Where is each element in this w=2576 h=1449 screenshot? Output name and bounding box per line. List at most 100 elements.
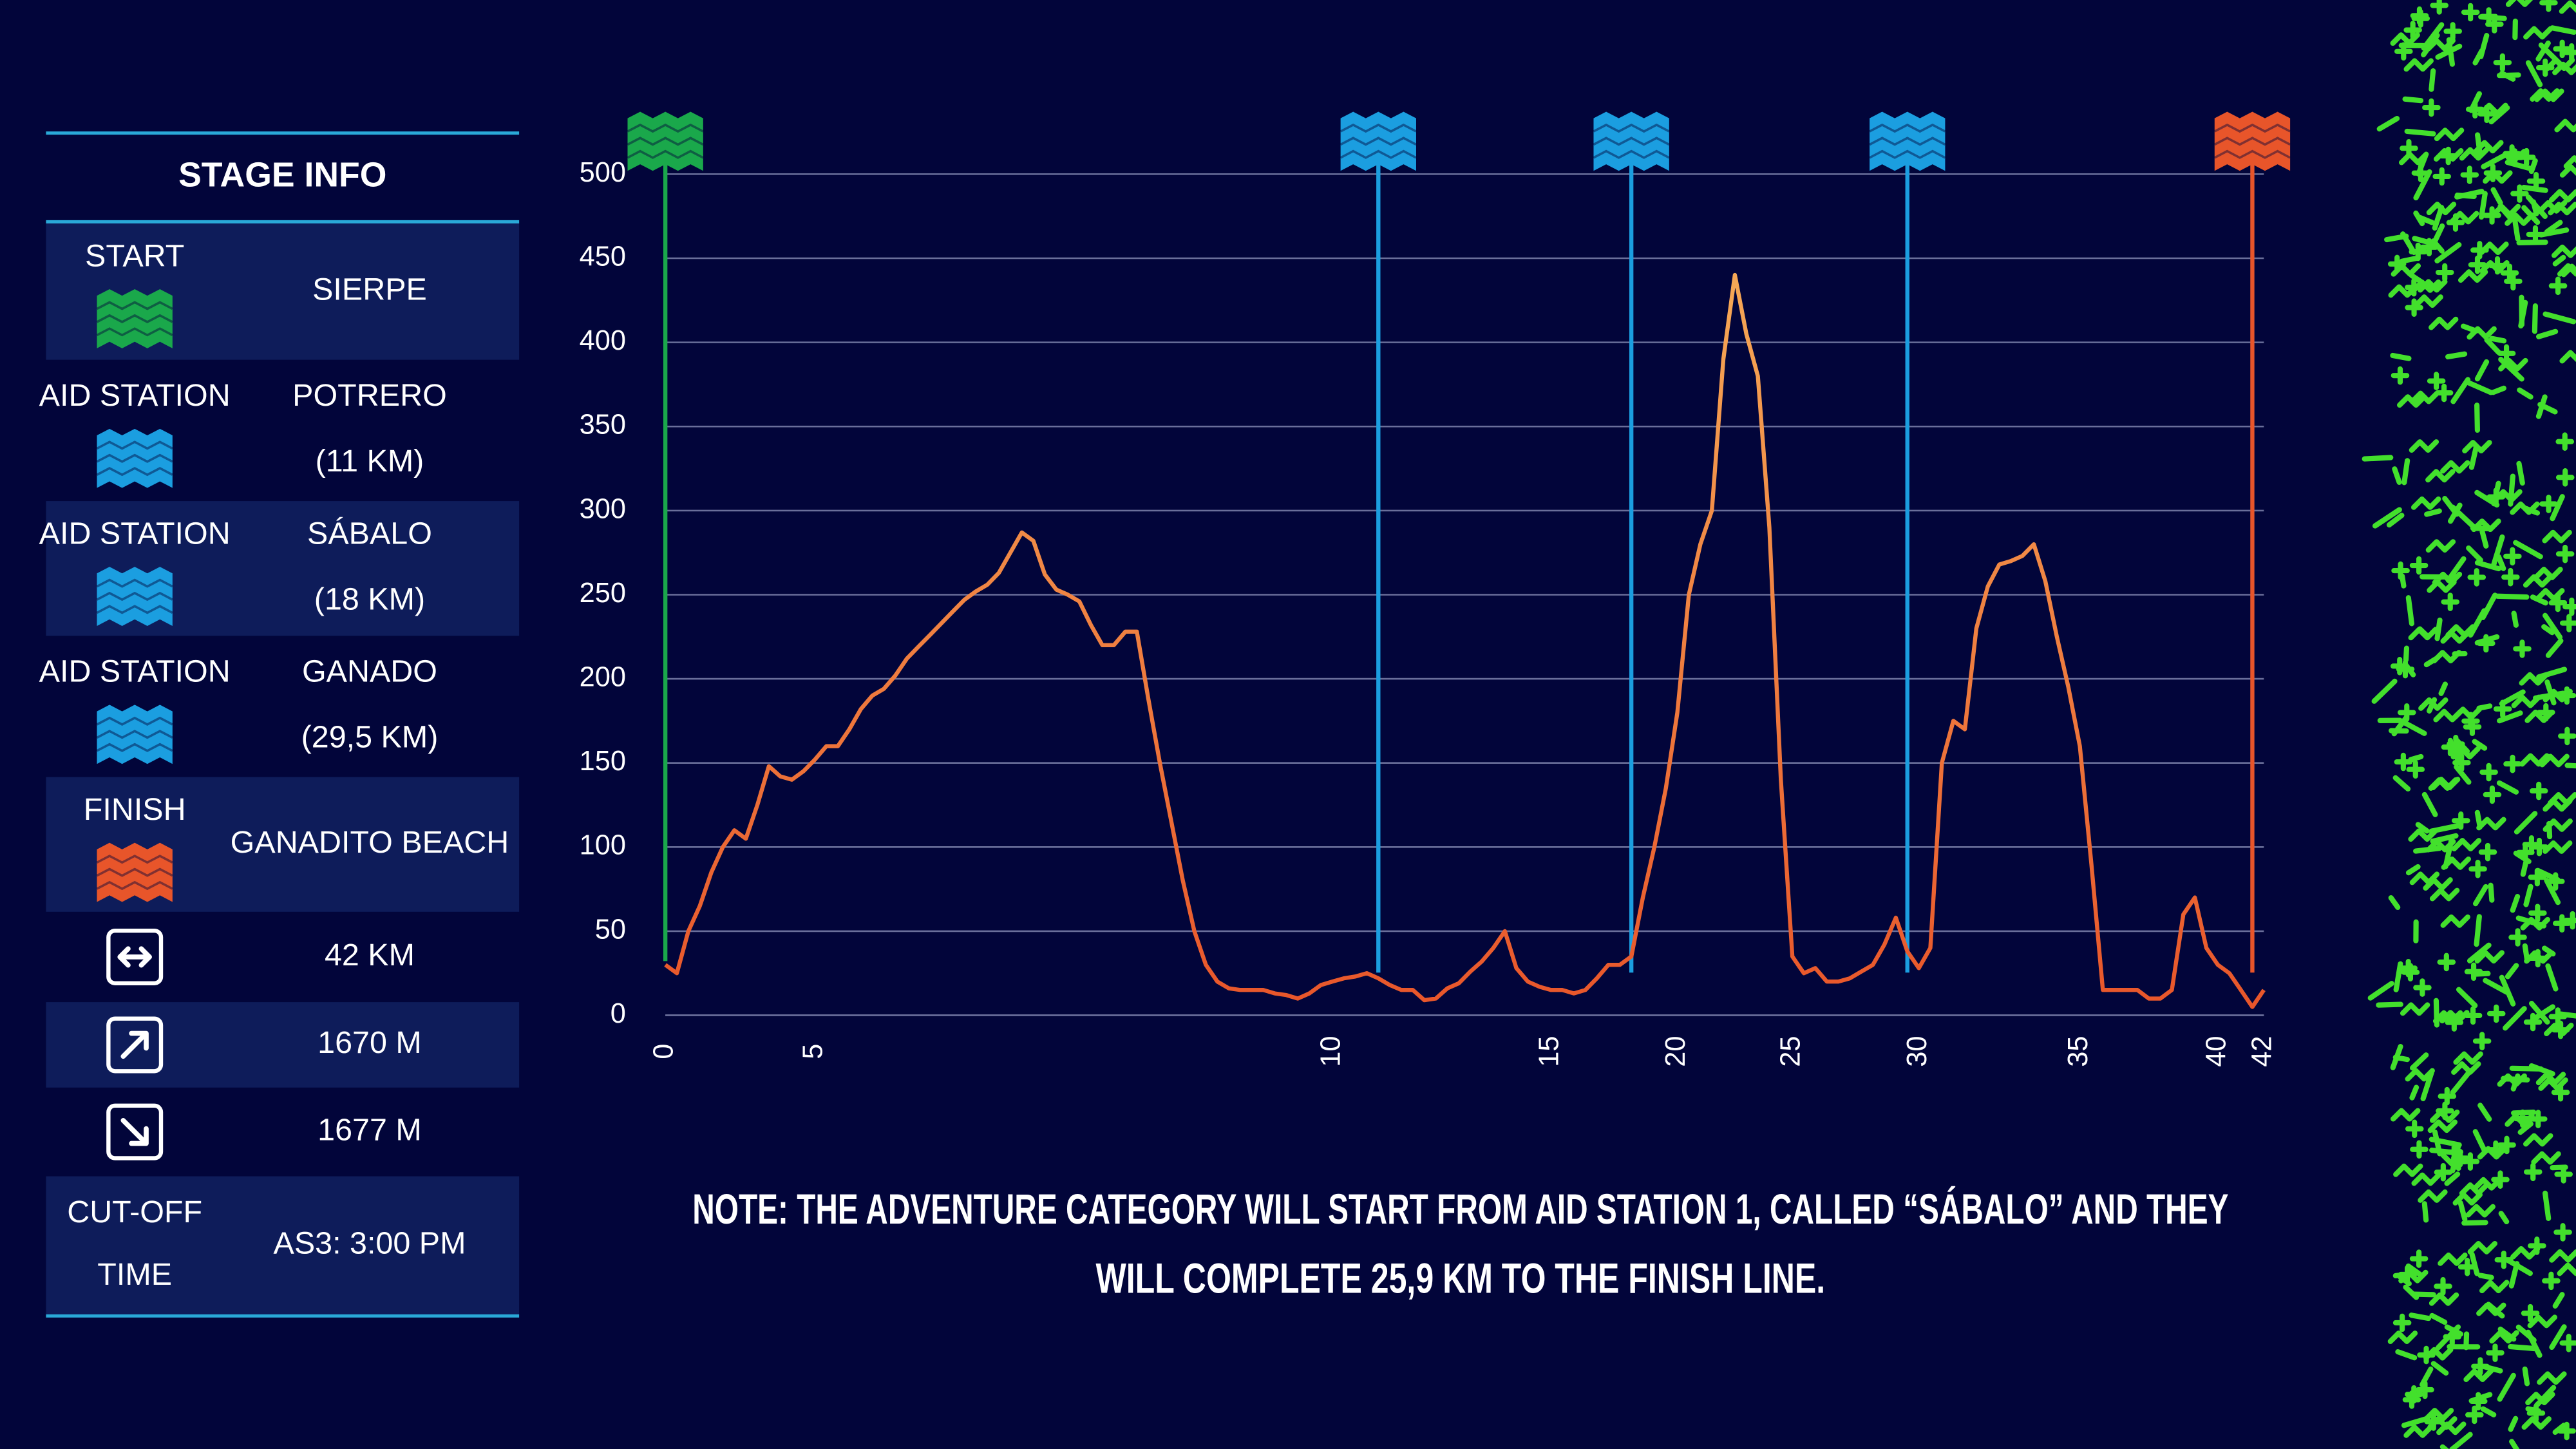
stage-info-table: STAGE INFO START SIERPE AID STATION POTRERO…	[39, 131, 520, 1318]
flag-zigzag	[1593, 123, 1670, 133]
flag-zigzag	[96, 301, 173, 310]
flag-zigzag	[96, 467, 173, 477]
flag-zigzag	[96, 605, 173, 614]
y-tick-label: 350	[580, 410, 626, 440]
row-label: START	[85, 238, 184, 273]
icon	[106, 928, 164, 985]
icon-box	[106, 1016, 164, 1074]
flag-zigzag	[2213, 123, 2291, 133]
flag-zigzag	[96, 591, 173, 601]
flag-zigzag	[96, 855, 173, 864]
y-tick-label: 0	[611, 998, 626, 1029]
flag-shape	[627, 111, 703, 171]
row-label: TIME	[97, 1257, 172, 1292]
flag-zigzag	[1593, 149, 1670, 159]
flag-icon	[627, 111, 704, 171]
flag-zigzag	[2213, 149, 2291, 159]
flag-zigzag	[2213, 137, 2291, 146]
x-tick-label: 15	[1534, 1036, 1565, 1067]
icon-arrow	[120, 1030, 149, 1059]
y-tick-label: 500	[580, 157, 626, 188]
decorative-pattern	[2362, 0, 2576, 1449]
row-value: 1670 M	[317, 1025, 422, 1060]
x-tick-label: 5	[798, 1044, 829, 1059]
note-line: WILL COMPLETE 25,9 KM TO THE FINISH LINE…	[1096, 1255, 1826, 1302]
row-label: AID STATION	[39, 654, 231, 689]
flag-shape	[1340, 111, 1416, 171]
row-value: (11 KM)	[316, 444, 424, 478]
flag-zigzag	[96, 314, 173, 324]
flag-zigzag	[1869, 137, 1946, 146]
y-tick-label: 300	[580, 493, 626, 524]
x-tick-label: 35	[2063, 1036, 2094, 1067]
icon	[106, 1016, 164, 1074]
flag-icon	[1593, 111, 1670, 171]
x-tick-label: 42	[2247, 1036, 2278, 1067]
row-value: 1677 M	[317, 1112, 422, 1147]
y-tick-label: 50	[595, 914, 626, 945]
flag-zigzag	[1340, 123, 1417, 133]
row-value: GANADITO BEACH	[231, 825, 509, 860]
flag-shape	[97, 428, 173, 488]
flag-icon	[1869, 111, 1946, 171]
flag-zigzag	[1869, 149, 1946, 159]
flag-icon	[96, 842, 173, 902]
flag-zigzag	[96, 440, 173, 450]
flag-zigzag	[627, 137, 704, 146]
table-row-bg	[46, 1002, 520, 1088]
row-label: AID STATION	[39, 516, 231, 551]
y-tick-label: 100	[580, 830, 626, 861]
flag-zigzag	[1340, 137, 1417, 146]
flag-zigzag	[1869, 123, 1946, 133]
x-tick-label: 0	[649, 1044, 679, 1059]
x-tick-label: 40	[2201, 1036, 2231, 1067]
row-label: FINISH	[84, 792, 186, 827]
y-tick-label: 400	[580, 325, 626, 356]
icon-box	[106, 928, 164, 985]
row-label: AID STATION	[39, 378, 231, 413]
row-value: SIERPE	[312, 272, 427, 307]
glyph-strokes	[2362, 0, 2576, 1449]
table-row-bg	[46, 1176, 520, 1314]
x-tick-label: 10	[1315, 1036, 1346, 1067]
row-label: CUT-OFF	[67, 1195, 202, 1229]
flag-shape	[97, 705, 173, 764]
row-value: (29,5 KM)	[301, 720, 439, 755]
flag-zigzag	[1593, 137, 1670, 146]
icon-box	[106, 1103, 164, 1160]
flag-icon	[96, 567, 173, 626]
x-tick-label: 20	[1660, 1036, 1691, 1067]
flag-zigzag	[96, 730, 173, 739]
icon-arrow	[120, 1117, 149, 1146]
flag-icon	[1340, 111, 1417, 171]
row-value: 42 KM	[325, 938, 415, 972]
row-value: AS3: 3:00 PM	[274, 1226, 466, 1260]
flag-shape	[1593, 111, 1669, 171]
y-tick-label: 250	[580, 578, 626, 609]
flag-icon	[96, 705, 173, 764]
flag-shape	[97, 567, 173, 626]
elevation-line	[664, 272, 2266, 1009]
flag-zigzag	[1340, 149, 1417, 159]
table-title: STAGE INFO	[178, 156, 386, 194]
note-line: NOTE: THE ADVENTURE CATEGORY WILL START …	[692, 1185, 2228, 1233]
flag-zigzag	[96, 716, 173, 726]
row-value: SÁBALO	[307, 516, 432, 551]
flag-icon	[2213, 111, 2291, 171]
flag-zigzag	[627, 123, 704, 133]
flag-shape	[2214, 111, 2291, 171]
elevation-chart: 0 50 100 150 200 250 300 350 400 450 500 0 5 10 15 20 25…	[580, 111, 2291, 1067]
flag-shape	[97, 289, 173, 348]
row-value: POTRERO	[292, 378, 447, 413]
x-tick-label: 30	[1902, 1036, 1933, 1067]
icon-arrow	[117, 946, 152, 968]
flag-zigzag	[96, 578, 173, 588]
flag-zigzag	[96, 453, 173, 463]
flag-zigzag	[96, 880, 173, 891]
icon	[106, 1103, 164, 1160]
flag-zigzag	[96, 743, 173, 752]
y-tick-label: 200	[580, 662, 626, 693]
flag-icon	[96, 428, 173, 488]
y-tick-label: 450	[580, 241, 626, 272]
